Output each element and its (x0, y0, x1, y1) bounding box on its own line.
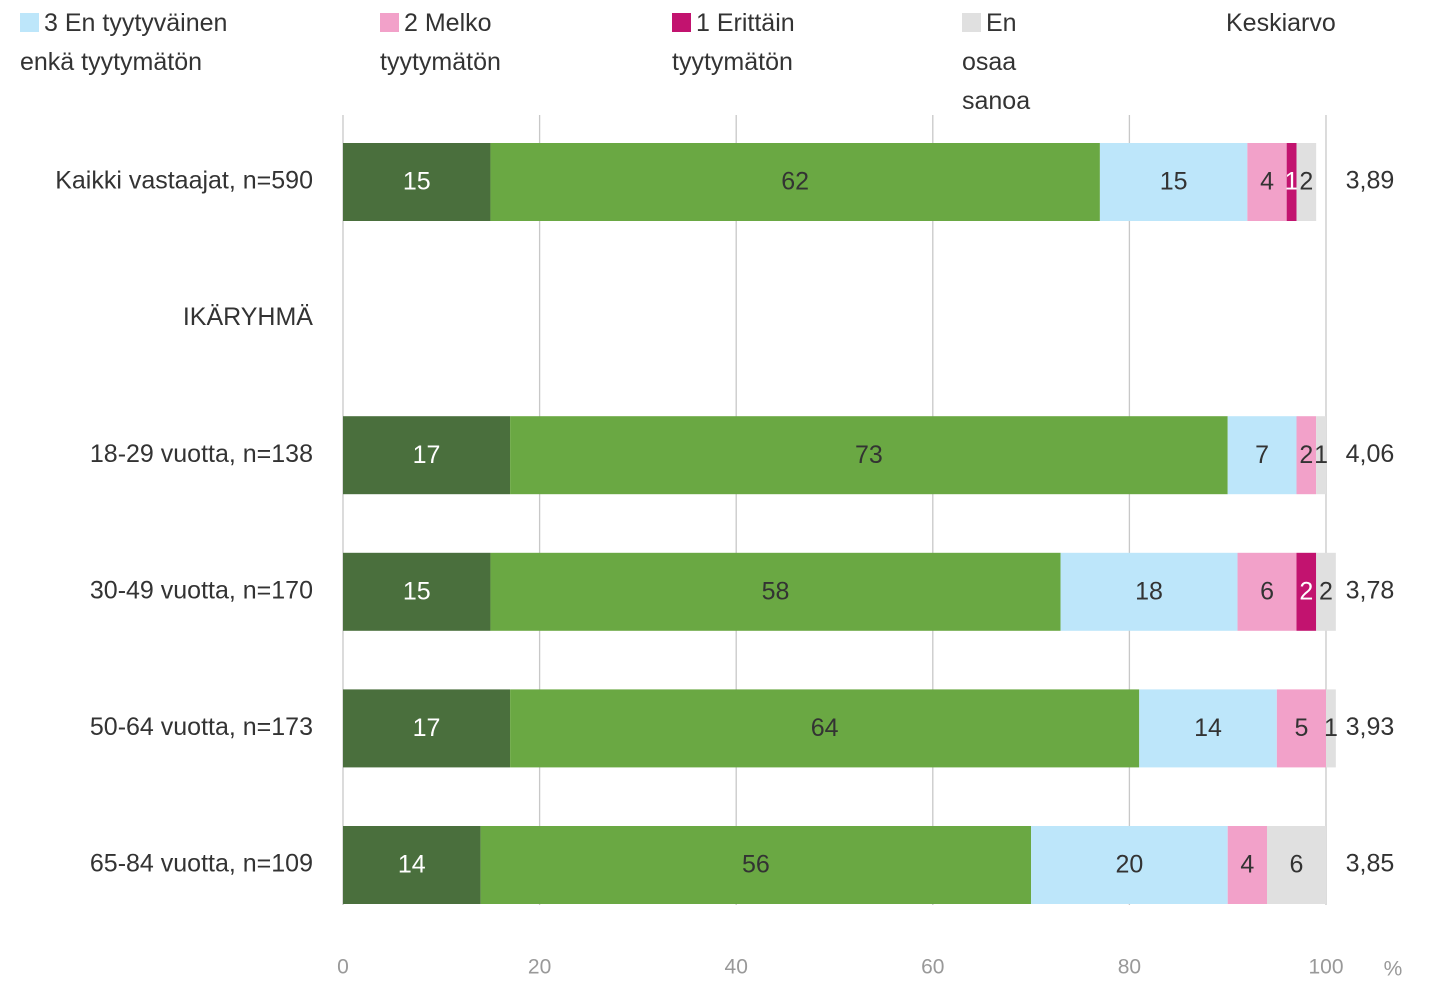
data-label: 62 (781, 168, 809, 196)
mean-label: 4,06 (1346, 440, 1395, 468)
data-label: 2 (1299, 577, 1313, 605)
mean-label: 3,89 (1346, 167, 1395, 195)
data-label: 6 (1260, 577, 1274, 605)
data-label: 56 (742, 851, 770, 879)
data-label: 1 (1324, 714, 1338, 742)
mean-label: 3,85 (1346, 850, 1395, 878)
mean-title: Keskiarvo (1226, 9, 1336, 37)
bar-segment (343, 416, 511, 495)
bar-segment (343, 552, 491, 631)
data-label: 20 (1115, 851, 1143, 879)
bar-segment (1296, 552, 1317, 631)
data-label: 4 (1240, 851, 1254, 879)
data-label: 6 (1290, 851, 1304, 879)
bar-segment (1286, 143, 1297, 221)
bar-segment (1296, 416, 1317, 495)
bar-segment (490, 552, 1061, 631)
bar-segment (480, 826, 1032, 904)
y-tick-label: 30-49 vuotta, n=170 (90, 576, 313, 604)
data-label: 14 (398, 851, 426, 879)
bar-segment (1267, 826, 1326, 904)
bar-segment (1326, 689, 1336, 768)
y-tick-label: Kaikki vastaajat, n=590 (55, 167, 313, 195)
bar-segment (1276, 689, 1326, 768)
bar-segment (1139, 689, 1277, 768)
x-tick-label: 40 (725, 956, 748, 979)
bar-segment (343, 143, 491, 221)
legend-swatch (20, 13, 39, 32)
data-label: 17 (413, 714, 441, 742)
bar-segment (490, 143, 1100, 221)
x-tick-label: 20 (528, 956, 551, 979)
bar-segment (1099, 143, 1248, 221)
x-axis-label: % (1384, 958, 1403, 981)
data-label: 14 (1194, 714, 1222, 742)
data-label: 2 (1299, 168, 1313, 196)
data-label: 1 (1314, 441, 1328, 469)
bar-segment (510, 416, 1228, 495)
bar-segment (510, 689, 1140, 768)
bar-segment (343, 689, 511, 768)
y-tick-label: 50-64 vuotta, n=173 (90, 713, 313, 741)
data-label: 15 (403, 577, 431, 605)
y-tick-label: 65-84 vuotta, n=109 (90, 850, 313, 878)
legend-label: 1 Erittäin tyytymätön (672, 9, 795, 76)
data-label: 5 (1294, 714, 1308, 742)
data-label: 64 (811, 714, 839, 742)
x-tick-label: 60 (921, 956, 944, 979)
y-tick-label: 18-29 vuotta, n=138 (90, 440, 313, 468)
data-label: 15 (1160, 168, 1188, 196)
legend-label: 2 Melko tyytymätön (380, 9, 501, 76)
x-tick-label: 80 (1118, 956, 1141, 979)
data-label: 2 (1319, 577, 1333, 605)
data-label: 7 (1255, 441, 1269, 469)
bar-segment (1031, 826, 1228, 904)
legend-entry: 3 En tyytyväinen enkä tyytymätön (20, 4, 280, 82)
data-label: 2 (1299, 441, 1313, 469)
bar-segment (1296, 143, 1317, 221)
data-label: 4 (1260, 168, 1274, 196)
bar-segment (1060, 552, 1238, 631)
mean-label: 3,93 (1346, 713, 1395, 741)
data-label: 1 (1285, 168, 1299, 196)
bar-segment (343, 826, 481, 904)
x-tick-label: 0 (337, 956, 349, 979)
data-label: 18 (1135, 577, 1163, 605)
bar-segment (1316, 416, 1326, 495)
data-label: 15 (403, 168, 431, 196)
legend-label: 3 En tyytyväinen enkä tyytymätön (20, 9, 228, 76)
bar-segment (1247, 143, 1287, 221)
data-label: 17 (413, 441, 441, 469)
mean-label: 3,78 (1346, 576, 1395, 604)
data-label: 58 (762, 577, 790, 605)
bar-segment (1316, 552, 1336, 631)
legend-entry: 2 Melko tyytymätön (380, 4, 550, 82)
legend-label: En osaa sanoa (962, 9, 1031, 115)
x-tick-label: 100 (1308, 956, 1343, 979)
legend-swatch (962, 13, 981, 32)
legend-swatch (672, 13, 691, 32)
bar-segment (1237, 552, 1297, 631)
bar-segment (1227, 416, 1297, 495)
legend-entry: 1 Erittäin tyytymätön (672, 4, 842, 82)
y-tick-label: IKÄRYHMÄ (183, 303, 313, 331)
data-label: 73 (855, 441, 883, 469)
legend-entry: En osaa sanoa (962, 4, 1077, 121)
legend-swatch (380, 13, 399, 32)
bar-segment (1227, 826, 1268, 904)
